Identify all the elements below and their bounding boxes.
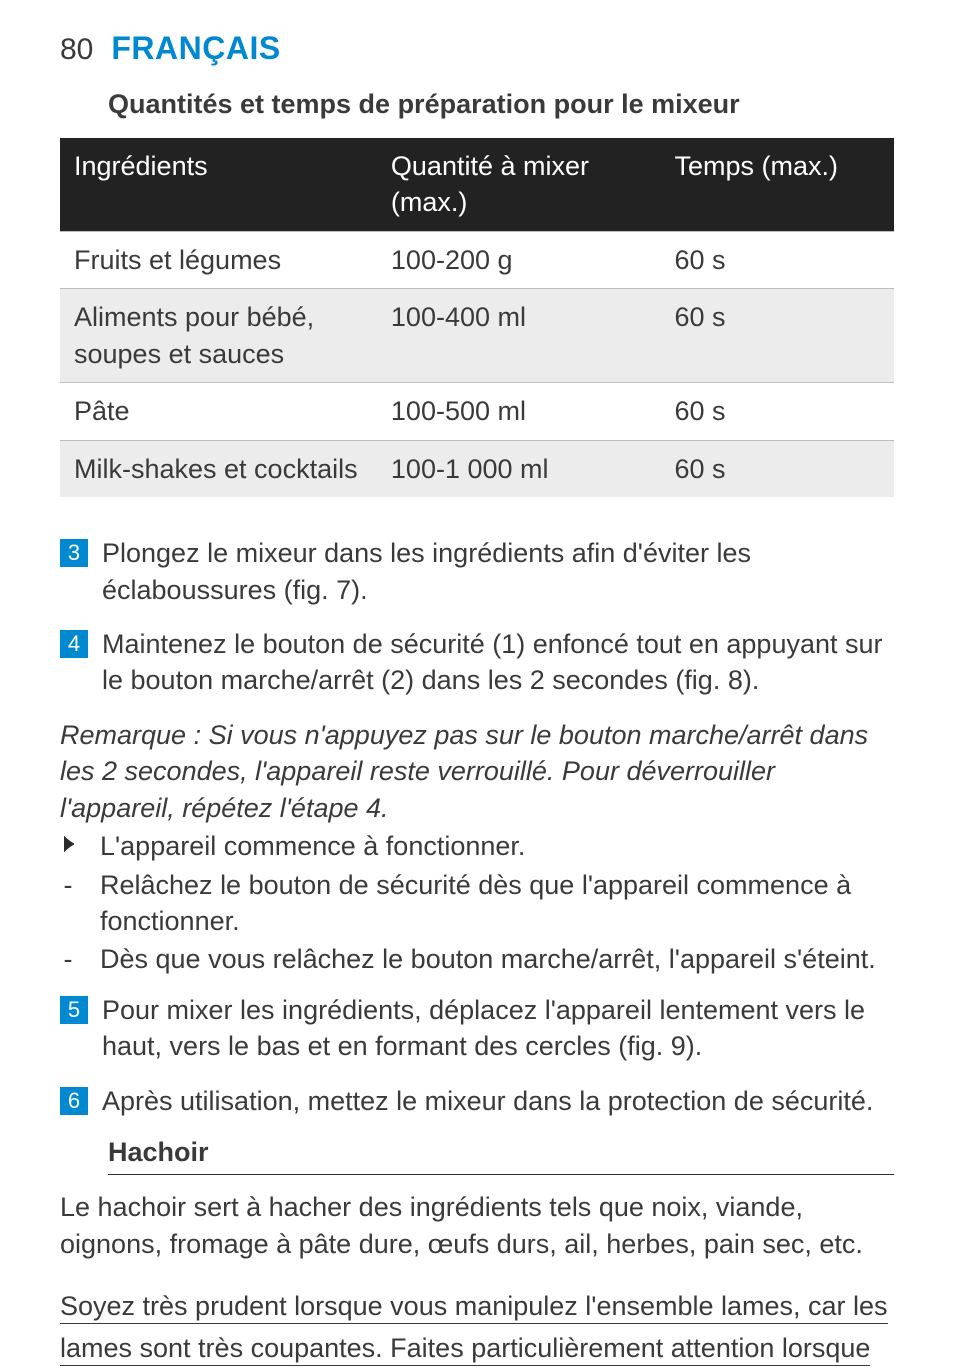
warning-line-1: Soyez très prudent lorsque vous manipule… — [60, 1286, 894, 1328]
step-text: Après utilisation, mettez le mixeur dans… — [102, 1083, 894, 1119]
table-row: Aliments pour bébé, soupes et sauces100-… — [60, 289, 894, 383]
hachoir-title: Hachoir — [108, 1137, 894, 1175]
result-line: L'appareil commence à fonctionner. — [60, 828, 894, 864]
language-label: FRANÇAIS — [111, 30, 280, 67]
table-row: Fruits et légumes100-200 g60 s — [60, 231, 894, 288]
table-cell: Aliments pour bébé, soupes et sauces — [60, 289, 377, 383]
note-text: Remarque : Si vous n'appuyez pas sur le … — [60, 717, 894, 826]
table-cell: 60 s — [660, 440, 894, 497]
step: 6 Après utilisation, mettez le mixeur dan… — [60, 1083, 894, 1119]
table-cell: Fruits et légumes — [60, 231, 377, 288]
step-text: Plongez le mixeur dans les ingrédients a… — [102, 535, 894, 608]
page-number: 80 — [60, 33, 93, 67]
page-header: 80 FRANÇAIS — [60, 30, 894, 67]
dash-icon: - — [60, 867, 76, 940]
table-cell: 60 s — [660, 383, 894, 440]
th-quantity: Quantité à mixer (max.) — [377, 138, 661, 231]
quantities-table: Ingrédients Quantité à mixer (max.) Temp… — [60, 138, 894, 497]
step-number: 6 — [60, 1087, 88, 1115]
dash-text: Dès que vous relâchez le bouton marche/a… — [100, 941, 876, 977]
dash-text: Relâchez le bouton de sécurité dès que l… — [100, 867, 894, 940]
step: 4 Maintenez le bouton de sécurité (1) enf… — [60, 626, 894, 699]
table-cell: Pâte — [60, 383, 377, 440]
table-cell: 60 s — [660, 289, 894, 383]
step-number: 3 — [60, 539, 88, 567]
table-cell: 100-200 g — [377, 231, 661, 288]
table-cell: 100-1 000 ml — [377, 440, 661, 497]
section-title: Quantités et temps de préparation pour l… — [108, 89, 894, 120]
step: 5 Pour mixer les ingrédients, déplacez l'… — [60, 992, 894, 1065]
step-number: 5 — [60, 996, 88, 1024]
table-row: Pâte100-500 ml60 s — [60, 383, 894, 440]
table-cell: 60 s — [660, 231, 894, 288]
dash-item: -Relâchez le bouton de sécurité dès que … — [60, 867, 894, 940]
hachoir-para: Le hachoir sert à hacher des ingrédients… — [60, 1189, 894, 1262]
step-number: 4 — [60, 630, 88, 658]
warning-line-2: lames sont très coupantes. Faites partic… — [60, 1328, 894, 1370]
play-icon — [60, 828, 78, 864]
table-cell: 100-400 ml — [377, 289, 661, 383]
step: 3 Plongez le mixeur dans les ingrédients … — [60, 535, 894, 608]
th-time: Temps (max.) — [660, 138, 894, 231]
dash-item: -Dès que vous relâchez le bouton marche/… — [60, 941, 894, 977]
dash-icon: - — [60, 941, 76, 977]
step-text: Pour mixer les ingrédients, déplacez l'a… — [102, 992, 894, 1065]
table-row: Milk-shakes et cocktails100-1 000 ml60 s — [60, 440, 894, 497]
table-cell: 100-500 ml — [377, 383, 661, 440]
result-text: L'appareil commence à fonctionner. — [100, 828, 525, 864]
step-text: Maintenez le bouton de sécurité (1) enfo… — [102, 626, 894, 699]
th-ingredients: Ingrédients — [60, 138, 377, 231]
table-cell: Milk-shakes et cocktails — [60, 440, 377, 497]
